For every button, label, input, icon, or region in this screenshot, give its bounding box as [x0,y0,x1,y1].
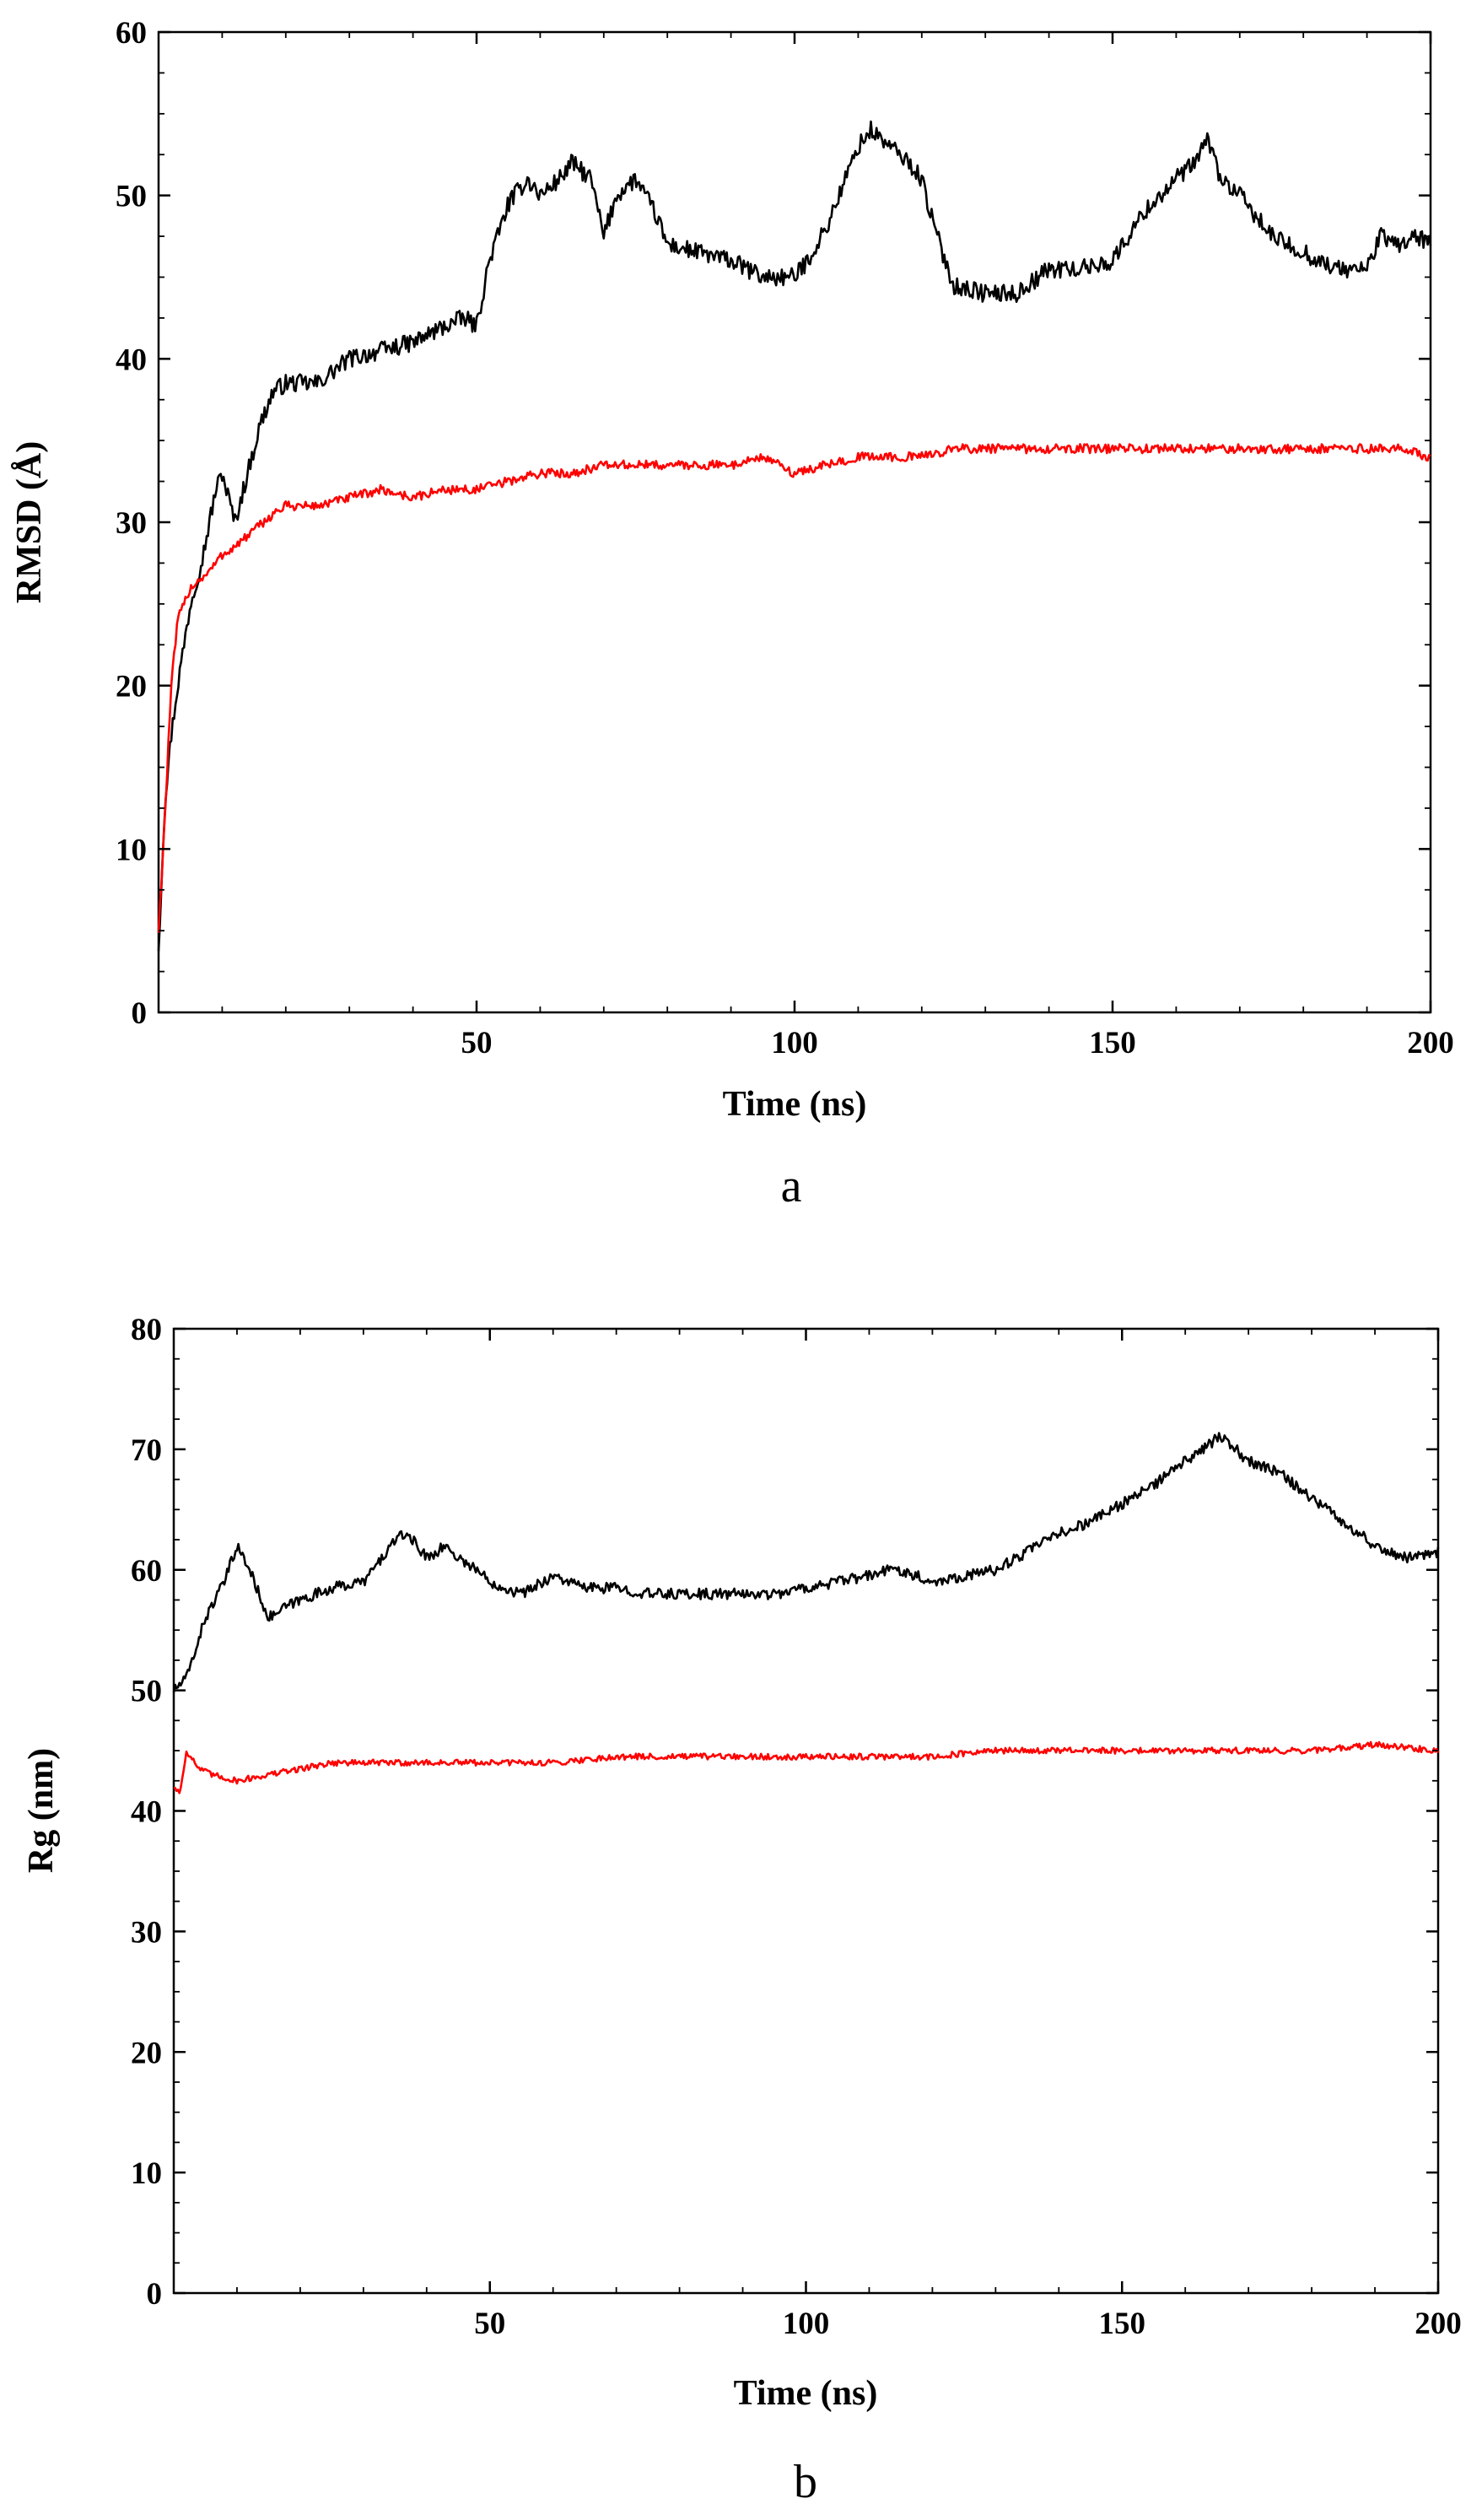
x-axis-label-a: Time (ns) [723,1085,867,1124]
x-tick-label: 100 [771,1026,818,1060]
series-line-red-a [157,443,1431,933]
chart-marks-b: 0 10 20 30 40 50 60 70 80 50 100 150 200 [131,1313,1462,2341]
y-tick-label: 60 [116,16,147,51]
y-tick-label: 40 [116,343,147,377]
y-tick-label: 0 [132,996,148,1031]
y-tick-label: 20 [131,2036,162,2070]
y-axis-label-a: RMSD (Å) [10,441,49,603]
panel-label-b: b [794,2456,817,2508]
y-tick-label: 0 [147,2277,163,2312]
y-tick-label: 40 [131,1795,162,1830]
x-tick-label: 50 [474,2307,505,2341]
x-tick-label: 100 [783,2307,830,2341]
series-line-black-a [157,120,1432,952]
y-tick-label: 80 [131,1313,162,1347]
y-tick-label: 30 [116,506,147,541]
y-tick-label: 50 [116,180,147,214]
x-tick-label: 200 [1415,2307,1462,2341]
chart-panel-a: 0 10 20 30 40 50 60 50 100 150 200 Time (ns) RMSD … [10,16,1454,1212]
x-axis-label-b: Time (ns) [734,2374,878,2413]
chart-panel-b: 0 10 20 30 40 50 60 70 80 50 100 150 200 Time (ns) R… [22,1313,1462,2508]
y-tick-label: 70 [131,1433,162,1468]
chart-marks-a: 0 10 20 30 40 50 60 50 100 150 200 [116,16,1454,1060]
x-tick-label: 150 [1099,2307,1146,2341]
x-tick-label: 50 [461,1026,493,1060]
plot-frame-b [172,1327,1440,2295]
y-tick-label: 60 [131,1554,162,1589]
series-line-red-b [173,1740,1440,1794]
x-tick-label: 200 [1407,1026,1454,1060]
y-tick-label: 10 [131,2156,162,2191]
y-tick-label: 30 [131,1915,162,1950]
panel-label-a: a [781,1160,802,1212]
y-tick-label: 10 [116,833,147,867]
plot-frame-a [157,30,1432,1014]
y-axis-label-b: Rg (nm) [22,1748,61,1873]
series-line-black-b [172,1432,1440,1693]
y-tick-label: 50 [131,1675,162,1709]
x-tick-label: 150 [1089,1026,1136,1060]
y-tick-label: 20 [116,670,147,704]
